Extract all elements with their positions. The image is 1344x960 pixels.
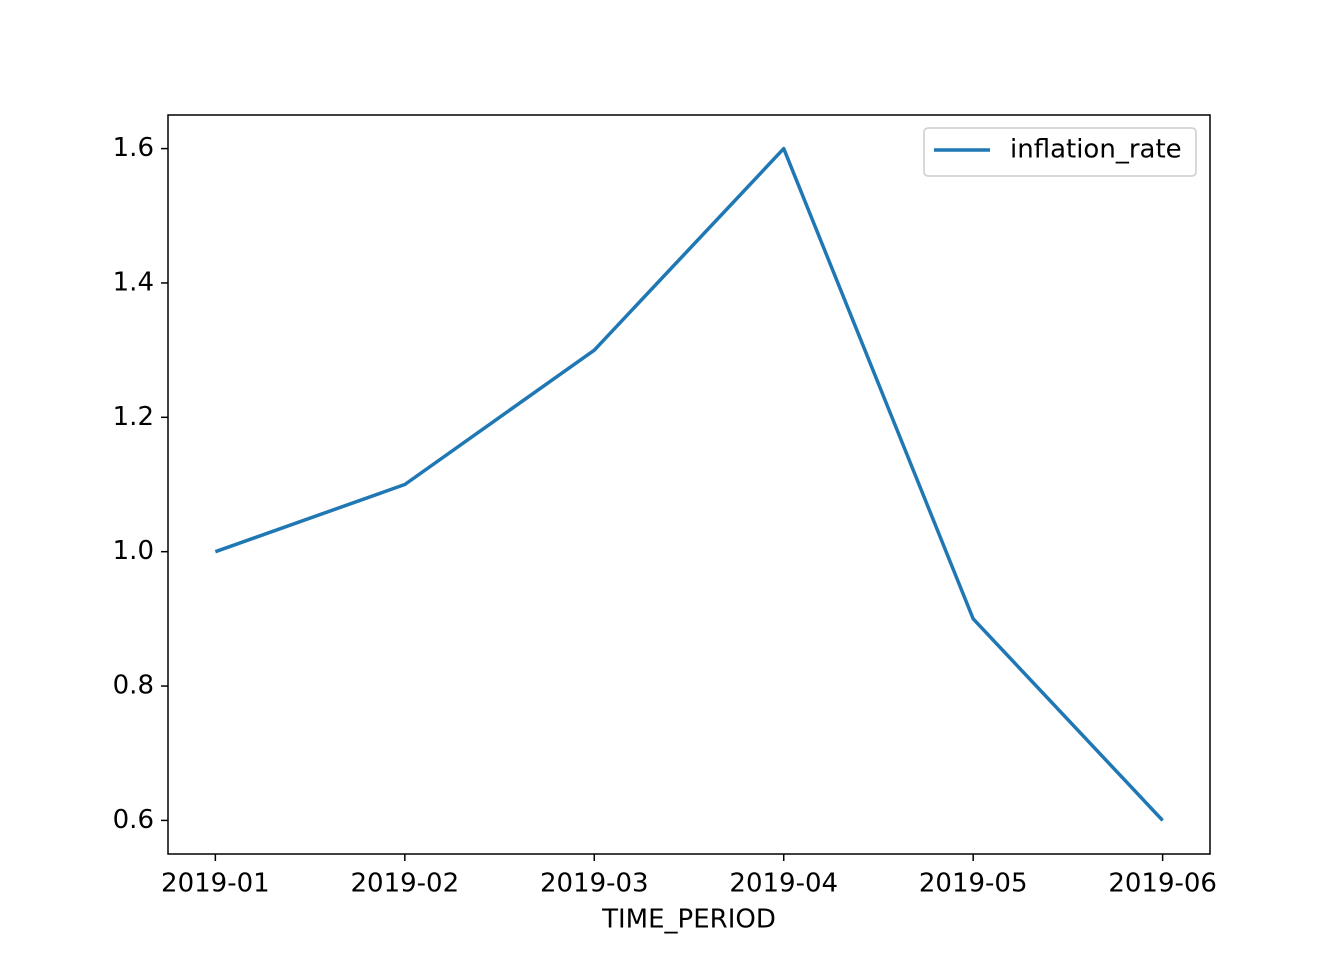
x-tick-label: 2019-04 [729, 869, 838, 899]
y-tick-label: 0.6 [113, 805, 154, 835]
y-tick-label: 1.0 [113, 536, 154, 566]
x-tick-label: 2019-03 [540, 869, 649, 899]
x-tick-label: 2019-02 [350, 869, 459, 899]
x-tick-label: 2019-05 [919, 869, 1028, 899]
x-axis-label: TIME_PERIOD [601, 905, 776, 935]
y-tick-label: 1.6 [113, 133, 154, 163]
plot-frame [167, 114, 1211, 855]
y-tick-label: 1.2 [113, 402, 154, 432]
x-tick-label: 2019-06 [1108, 869, 1217, 899]
x-tick-label: 2019-01 [161, 869, 270, 899]
legend-box [923, 127, 1197, 177]
y-tick-label: 1.4 [113, 267, 154, 297]
legend-label: inflation_rate [1010, 135, 1182, 165]
y-tick-label: 0.8 [113, 671, 154, 701]
line [214, 146, 1164, 822]
